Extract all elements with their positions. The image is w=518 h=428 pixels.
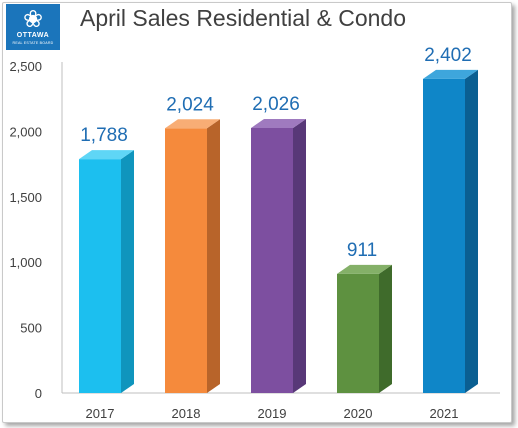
- data-label-2018: 2,024: [166, 94, 214, 115]
- y-tick-label: 500: [20, 321, 42, 336]
- ottawa-real-estate-board-logo: ❀ OTTAWA REAL ESTATE BOARD: [6, 4, 60, 50]
- data-label-2017: 1,788: [80, 125, 128, 146]
- maple-leaf-icon: ❀: [22, 6, 44, 33]
- bar-top-2018: [165, 119, 220, 129]
- bar-side-2020: [379, 264, 392, 393]
- bar-top-2017: [79, 150, 134, 160]
- x-tick-label-2019: 2019: [258, 406, 287, 421]
- data-label-2020: 911: [347, 240, 377, 261]
- chart-title: April Sales Residential & Condo: [80, 5, 407, 31]
- y-tick-label: 2,500: [9, 59, 42, 74]
- y-tick-label: 1,500: [9, 190, 42, 205]
- bar-2021: [423, 78, 465, 394]
- bar-side-2018: [207, 119, 220, 393]
- bar-side-2021: [465, 69, 478, 394]
- data-label-2019: 2,026: [252, 94, 300, 115]
- bar-top-2020: [337, 264, 392, 274]
- bar-2019: [251, 127, 293, 393]
- data-label-2021: 2,402: [424, 45, 472, 66]
- x-tick-label-2017: 2017: [86, 406, 115, 421]
- x-tick-label-2018: 2018: [172, 406, 201, 421]
- bar-side-2017: [121, 150, 134, 393]
- x-tick-label-2020: 2020: [344, 406, 373, 421]
- bar-2017: [79, 159, 121, 393]
- x-tick-label-2021: 2021: [430, 406, 459, 421]
- logo-subtitle: REAL ESTATE BOARD: [12, 41, 54, 45]
- bar-2018: [165, 128, 207, 393]
- logo-name: OTTAWA: [16, 32, 50, 39]
- bar-top-2019: [251, 118, 306, 128]
- y-tick-label: 0: [35, 386, 42, 401]
- y-tick-label: 2,000: [9, 124, 42, 139]
- bar-side-2019: [293, 118, 306, 393]
- bar-2020: [337, 273, 379, 393]
- bar-top-2021: [423, 69, 478, 79]
- y-tick-label: 1,000: [9, 255, 42, 270]
